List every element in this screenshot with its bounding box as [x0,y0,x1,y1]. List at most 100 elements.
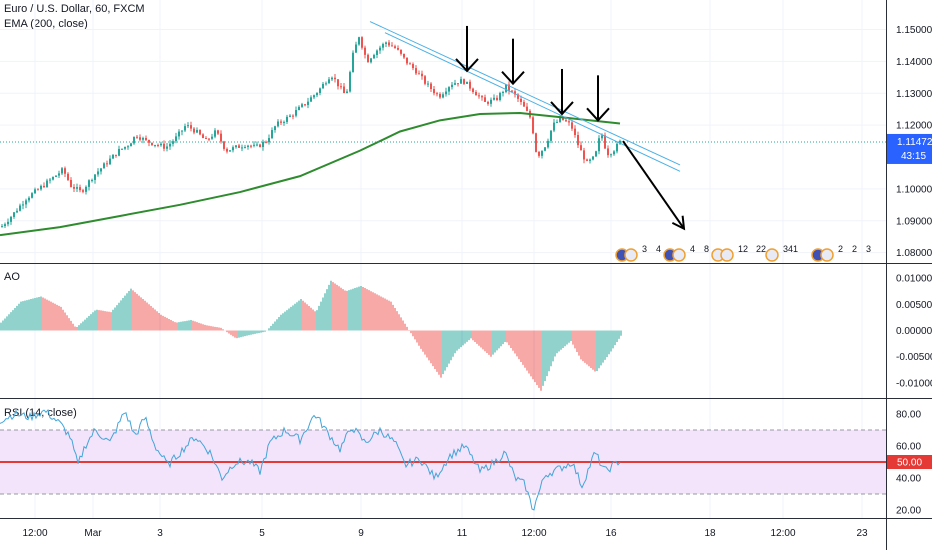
candle-body [142,137,144,140]
candle-body [469,81,471,89]
rsi-pane [0,408,886,511]
ao-legend[interactable]: AO [4,271,20,283]
event-count: 3 [866,244,871,254]
ao-tick: -0.01000 [896,378,932,389]
event-marker-3[interactable]: 12 22 [711,244,766,262]
candle-body [328,79,330,84]
candle-body [247,145,249,147]
down-arrow-head-1 [455,58,479,73]
trendline-1 [369,21,681,166]
event-marker-4[interactable]: 341 [765,244,798,262]
time-tick: Mar [84,528,102,539]
event-markers[interactable]: 3 4 4 8 12 22 341 2 2 3 [615,244,871,262]
candle-body [169,143,171,147]
candle-body [577,134,579,146]
ema-legend[interactable]: EMA (200, close) [4,18,88,30]
price-axis[interactable]: 1.15000 1.14000 1.13000 1.12000 1.10000 1.090… [896,25,932,517]
us-flag-icon [765,248,779,262]
candle-body [46,180,48,188]
candle-body [91,179,93,181]
candle-body [97,171,99,175]
candle-body [316,92,318,96]
candle-body [82,190,84,192]
candle-body [439,94,441,98]
price-badge-value: 1.11472 [897,137,932,148]
price-pane [0,21,886,237]
candle-body [226,148,228,152]
candle-body [127,146,129,148]
candle-body [616,143,618,152]
time-tick: 23 [856,528,868,539]
price-tick: 1.14000 [896,57,932,68]
event-count: 4 [690,244,695,254]
candle-body [514,91,516,95]
rsi-tick: 20.00 [896,506,921,517]
candle-body [379,47,381,51]
candle-body [73,187,75,189]
candle-body [550,130,552,141]
us-flag-icon [820,248,834,262]
time-tick: 9 [358,528,364,539]
candle-body [475,92,477,96]
candle-body [211,136,213,139]
symbol-legend[interactable]: Euro / U.S. Dollar, 60, FXCM [4,3,145,15]
candle-body [304,104,306,106]
rsi-legend[interactable]: RSI (14, close) [4,407,77,419]
candle-body [568,121,570,123]
ao-tick: 0.00000 [896,326,932,337]
candle-body [355,44,357,53]
down-arrow-head-4 [586,107,610,122]
candle-body [199,129,201,135]
candle-body [472,88,474,93]
candle-body [586,159,588,161]
candle-body [490,99,492,104]
candle-body [391,45,393,47]
candle-body [478,95,480,97]
candle-body [103,163,105,169]
candle-body [604,135,606,149]
time-tick: 16 [605,528,617,539]
candle-body [277,121,279,127]
time-axis[interactable]: 12:00 Mar 3 5 9 11 12:00 16 18 12:00 23 [22,528,868,539]
ao-pane [0,280,622,391]
axis-badges: 1.11472 43:15 50.00 [887,133,932,469]
candle-body [43,185,45,188]
candle-body [376,50,378,55]
candle-body [334,77,336,80]
price-tick: 1.09000 [896,216,932,227]
candle-body [352,52,354,73]
candle-body [526,106,528,111]
price-badge-countdown: 43:15 [901,151,926,162]
candle-body [463,79,465,84]
candle-body [403,53,405,58]
us-flag-icon [672,248,686,262]
candle-body [112,154,114,159]
time-tick: 12:00 [770,528,795,539]
candle-body [121,148,123,150]
candle-body [598,138,600,152]
candle-body [1,226,3,228]
candle-body [88,180,90,187]
candle-body [214,130,216,137]
candle-body [343,86,345,94]
candle-body [289,115,291,117]
candle-body [487,101,489,104]
candle-body [457,83,459,85]
annotations [455,25,686,231]
candle-body [367,54,369,63]
candle-body [454,83,456,85]
down-arrow-head-3 [550,101,574,116]
price-tick: 1.12000 [896,121,932,132]
candle-body [499,93,501,101]
candle-body [256,144,258,146]
candle-body [55,175,57,177]
candle-body [397,48,399,50]
candle-body [394,46,396,49]
candle-body [520,98,522,102]
candle-body [52,176,54,180]
candle-body [325,83,327,85]
